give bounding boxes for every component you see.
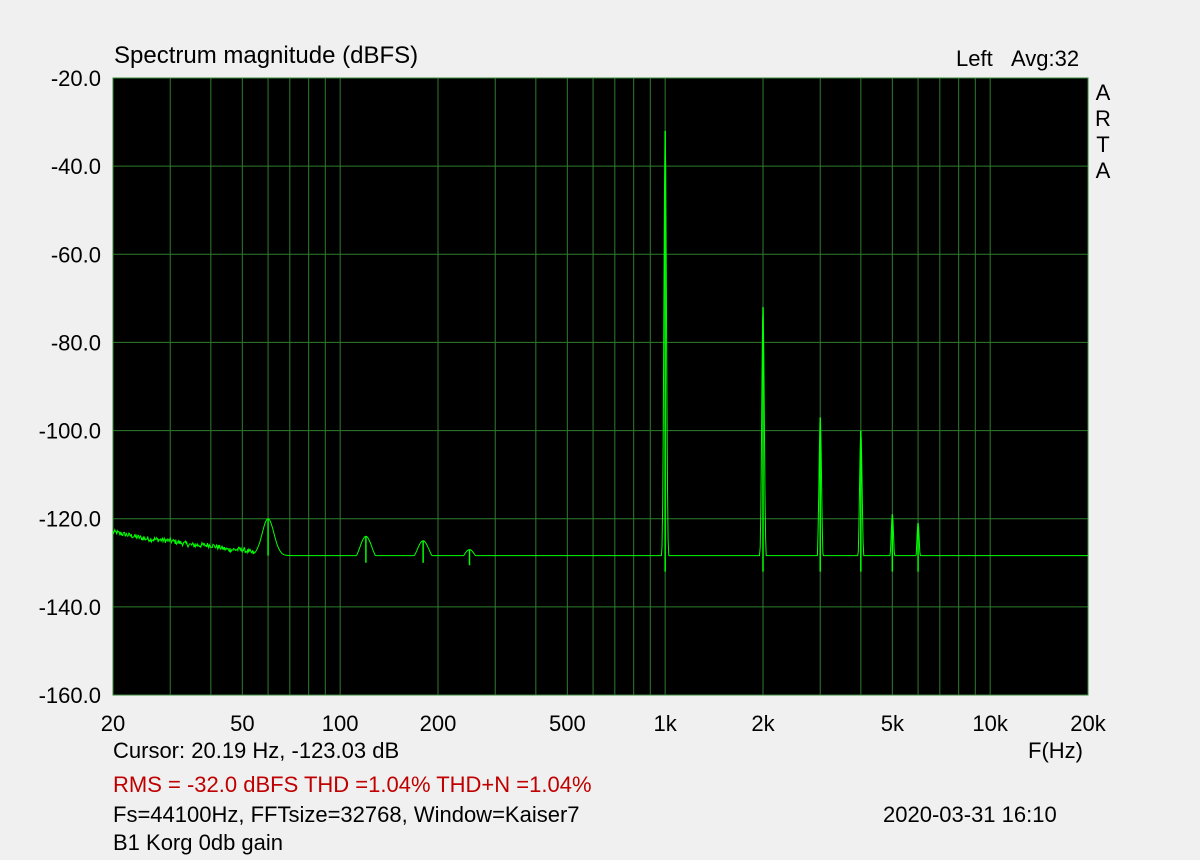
y-tick-labels: -20.0 -40.0 -60.0 -80.0 -100.0 -120.0 -140.0 -1… xyxy=(39,66,101,708)
spectrum-trace xyxy=(112,130,1088,572)
y-tick-label: -60.0 xyxy=(51,242,101,267)
x-tick-label: 500 xyxy=(549,711,586,736)
y-tick-label: -120.0 xyxy=(39,507,101,532)
watermark-letter: A xyxy=(1095,80,1111,105)
y-tick-label: -40.0 xyxy=(51,154,101,179)
cursor-readout: Cursor: 20.19 Hz, -123.03 dB xyxy=(113,738,400,763)
settings-readout: Fs=44100Hz, FFTsize=32768, Window=Kaiser… xyxy=(113,802,580,827)
plot-area xyxy=(113,78,1088,695)
noise-floor-line xyxy=(112,131,1088,557)
watermark-letter: A xyxy=(1095,158,1111,183)
channel-label: Left xyxy=(956,46,993,71)
chart-title: Spectrum magnitude (dBFS) xyxy=(114,42,419,69)
x-tick-label: 200 xyxy=(420,711,457,736)
y-tick-label: -20.0 xyxy=(51,66,101,91)
x-tick-label: 1k xyxy=(654,711,678,736)
stats-readout: RMS = -32.0 dBFS THD =1.04% THD+N =1.04% xyxy=(113,772,592,797)
x-tick-label: 2k xyxy=(751,711,775,736)
x-tick-label: 100 xyxy=(322,711,359,736)
watermark-letter: T xyxy=(1096,132,1110,157)
x-tick-label: 20 xyxy=(101,711,125,736)
grid xyxy=(112,77,1089,696)
x-tick-label: 20k xyxy=(1070,711,1106,736)
plot-border xyxy=(112,77,1089,696)
x-tick-label: 5k xyxy=(881,711,905,736)
x-axis-label: F(Hz) xyxy=(1028,738,1083,763)
y-tick-label: -140.0 xyxy=(39,595,101,620)
avg-label: Avg:32 xyxy=(1011,46,1080,71)
x-tick-labels: 20 50 100 200 500 1k 2k 5k 10k 20k xyxy=(101,711,1107,736)
measurement-note: B1 Korg 0db gain xyxy=(113,830,284,855)
timestamp: 2020-03-31 16:10 xyxy=(883,802,1057,827)
y-tick-label: -160.0 xyxy=(39,683,101,708)
y-tick-label: -100.0 xyxy=(39,419,101,444)
x-tick-label: 50 xyxy=(230,711,254,736)
watermark-letter: R xyxy=(1095,106,1111,131)
x-tick-label: 10k xyxy=(972,711,1008,736)
y-tick-label: -80.0 xyxy=(51,330,101,355)
